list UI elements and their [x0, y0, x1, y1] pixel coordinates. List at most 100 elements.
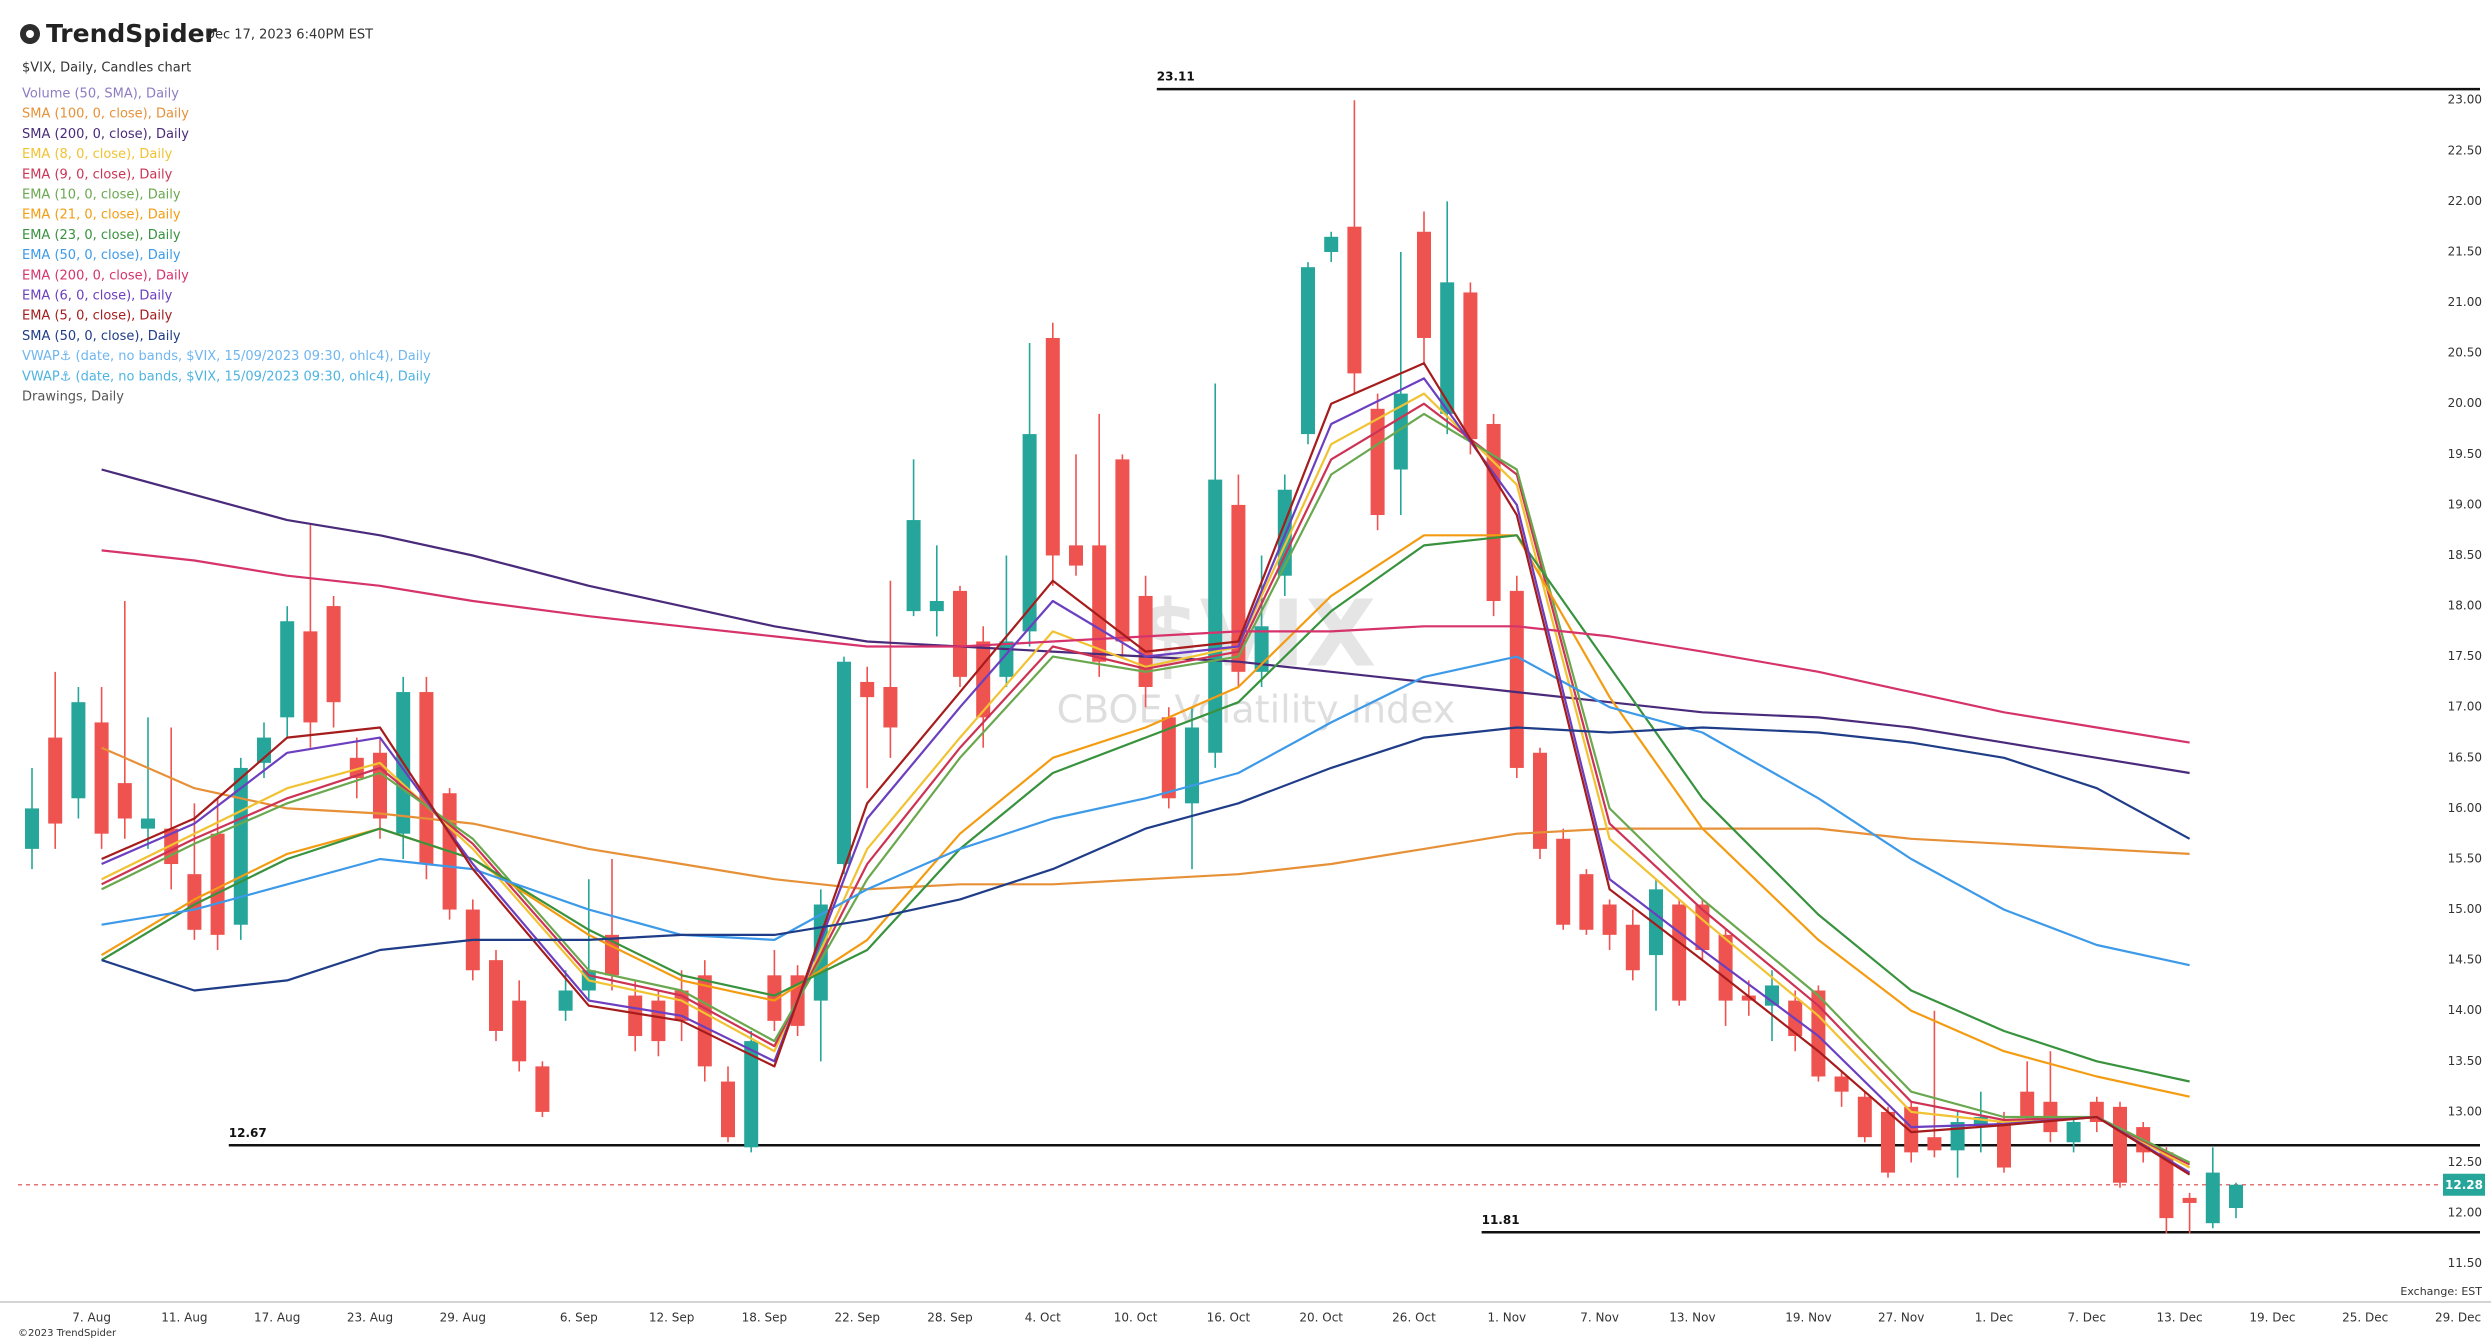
candle-body: [744, 1041, 759, 1148]
candle-body: [2182, 1197, 2197, 1203]
y-tick-label: 11.50: [2448, 1256, 2482, 1270]
candle-body: [1602, 904, 1617, 935]
x-tick-label: 7. Aug: [72, 1311, 111, 1325]
x-tick-label: 27. Nov: [1878, 1311, 1924, 1325]
watermark-name: CBOE Volatility Index: [1057, 688, 1456, 732]
y-tick-label: 18.00: [2448, 599, 2482, 613]
candle-body: [1115, 459, 1130, 642]
level-label: 11.81: [1482, 1213, 1520, 1227]
candle-body: [1370, 408, 1385, 516]
candle-body: [1857, 1096, 1872, 1138]
x-tick-label: 1. Dec: [1975, 1311, 2013, 1325]
x-tick-label: 28. Sep: [927, 1311, 973, 1325]
candle-body: [1625, 924, 1640, 971]
candle-body: [303, 631, 318, 723]
x-tick-label: 7. Dec: [2068, 1311, 2106, 1325]
indicator-line: [101, 726, 2191, 992]
x-tick-label: 16. Oct: [1207, 1311, 1251, 1325]
y-tick-label: 15.00: [2448, 902, 2482, 916]
candle-body: [2020, 1091, 2035, 1117]
logo-icon-center: [26, 30, 34, 38]
candle-body: [1881, 1111, 1895, 1173]
candle-body: [326, 606, 341, 703]
candle-body: [1463, 292, 1478, 440]
candle-body: [419, 692, 434, 865]
x-tick-label: 22. Sep: [834, 1311, 880, 1325]
candle-body: [71, 702, 86, 799]
y-tick-label: 18.50: [2448, 548, 2482, 562]
y-tick-label: 16.50: [2448, 750, 2482, 764]
x-tick-label: 19. Nov: [1785, 1311, 1831, 1325]
y-tick-label: 20.00: [2448, 396, 2482, 410]
candle-body: [1417, 231, 1431, 338]
indicator-line: [101, 534, 2190, 1083]
y-tick-label: 12.00: [2448, 1206, 2482, 1220]
candle-body: [280, 621, 295, 718]
indicator-line: [101, 412, 2191, 1164]
y-tick-label: 14.50: [2448, 953, 2482, 967]
y-tick-label: 21.00: [2448, 295, 2482, 309]
timestamp: Dec 17, 2023 6:40PM EST: [205, 28, 373, 43]
candle-body: [1347, 226, 1362, 374]
candle-body: [1301, 267, 1315, 435]
legend-entry: EMA (23, 0, close), Daily: [22, 228, 181, 243]
y-tick-label: 15.50: [2448, 851, 2482, 865]
x-tick-label: 4. Oct: [1025, 1311, 1061, 1325]
candle-body: [837, 661, 851, 865]
legend-entry: EMA (6, 0, close), Daily: [22, 289, 173, 304]
legend-entry: EMA (200, 0, close), Daily: [22, 268, 189, 283]
y-tick-label: 14.00: [2448, 1003, 2482, 1017]
x-tick-label: 13. Nov: [1669, 1311, 1715, 1325]
candle-body: [767, 975, 782, 1021]
price-tag-label: 12.28: [2445, 1178, 2483, 1192]
candle-body: [2113, 1106, 2127, 1183]
candle-body: [1765, 985, 1779, 1006]
candle-body: [512, 1000, 527, 1062]
legend-entry: EMA (8, 0, close), Daily: [22, 147, 173, 162]
x-tick-label: 6. Sep: [560, 1311, 598, 1325]
candle-body: [1045, 337, 1060, 556]
x-tick-label: 25. Dec: [2342, 1311, 2388, 1325]
indicator-line: [101, 362, 2191, 1176]
candle-body: [117, 783, 132, 819]
candle-body: [721, 1081, 735, 1138]
y-tick-label: 16.00: [2448, 801, 2482, 815]
y-tick-label: 20.50: [2448, 346, 2482, 360]
legend-entry: EMA (50, 0, close), Daily: [22, 248, 181, 263]
x-tick-label: 29. Dec: [2435, 1311, 2481, 1325]
y-tick-label: 21.50: [2448, 244, 2482, 258]
y-tick-label: 13.00: [2448, 1104, 2482, 1118]
candle-body: [2229, 1184, 2243, 1209]
candle-body: [1695, 904, 1710, 951]
x-tick-label: 18. Sep: [742, 1311, 788, 1325]
candle-body: [1556, 838, 1571, 925]
candle-body: [628, 995, 643, 1037]
candle-body: [164, 828, 179, 865]
x-tick-label: 26. Oct: [1392, 1311, 1436, 1325]
candle-body: [187, 874, 202, 930]
candle-body: [535, 1066, 550, 1112]
y-tick-label: 17.00: [2448, 700, 2482, 714]
candle-body: [1138, 595, 1153, 687]
legend-entry: EMA (9, 0, close), Daily: [22, 167, 173, 182]
y-tick-label: 13.50: [2448, 1054, 2482, 1068]
candle-body: [1834, 1076, 1849, 1092]
indicator-line: [101, 549, 2190, 744]
level-label: 23.11: [1157, 70, 1195, 84]
x-tick-label: 13. Dec: [2157, 1311, 2203, 1325]
x-tick-label: 23. Aug: [347, 1311, 393, 1325]
candle-body: [1509, 590, 1524, 768]
candle-body: [2066, 1122, 2081, 1143]
candle-body: [1672, 904, 1687, 1001]
candle-body: [94, 722, 109, 834]
legend-entry: Volume (50, SMA), Daily: [22, 87, 179, 102]
candle-body: [1927, 1137, 1942, 1151]
candle-body: [210, 833, 225, 935]
legend-entry: EMA (10, 0, close), Daily: [22, 188, 181, 203]
x-tick-label: 7. Nov: [1580, 1311, 1619, 1325]
candle-body: [906, 520, 921, 612]
candle-body: [2205, 1172, 2220, 1224]
